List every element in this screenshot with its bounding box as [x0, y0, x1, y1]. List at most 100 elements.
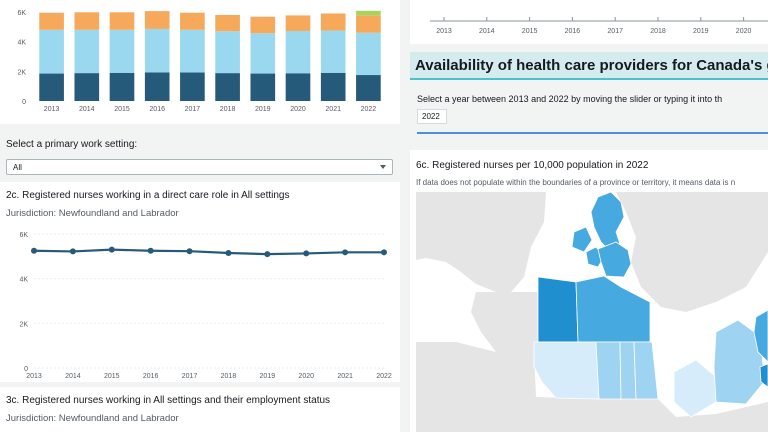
chart-subtitle: Jurisdiction: Newfoundland and Labrador	[6, 413, 179, 424]
x-tick-label: 2020	[736, 28, 752, 35]
data-point	[147, 247, 154, 254]
data-point	[69, 248, 76, 255]
map-region-yukon[interactable]	[537, 276, 579, 343]
x-tick-label: 2020	[290, 106, 306, 113]
x-tick-label: 2021	[337, 373, 353, 380]
year-instruction: Select a year between 2013 and 2022 by m…	[417, 94, 723, 104]
x-tick-label: 2018	[650, 28, 666, 35]
line-chart: 0 2K 4K 6K 2013 2014 2015 2016 2017 2018 2019 2020 2…	[19, 232, 392, 380]
bar-segment	[39, 12, 64, 30]
bar-segment	[285, 73, 311, 101]
x-tick-label: 2019	[693, 28, 709, 35]
x-tick-label: 2015	[114, 106, 130, 113]
x-tick-label: 2014	[65, 373, 81, 380]
bar-segment	[109, 12, 135, 30]
work-setting-select[interactable]: All	[6, 159, 393, 175]
bar-segment	[215, 31, 240, 74]
year-slider[interactable]	[417, 132, 768, 134]
chevron-down-icon	[380, 165, 386, 169]
x-tick-label: 2016	[149, 106, 165, 113]
bar-segment	[180, 12, 205, 30]
map-region-manitoba[interactable]	[633, 341, 659, 400]
x-tick-label: 2013	[44, 106, 60, 113]
section-title: Availability of health care providers fo…	[415, 57, 768, 74]
x-tick-label: 2018	[221, 373, 237, 380]
data-point	[225, 249, 232, 256]
data-point	[381, 249, 387, 256]
employment-status-chart-panel: 3c. Registered nurses working in All set…	[0, 387, 400, 432]
bar-segment	[215, 14, 240, 32]
data-point	[108, 246, 115, 253]
direct-care-chart-panel: 2c. Registered nurses working in a direc…	[0, 182, 400, 382]
map-region-saskatchewan[interactable]	[619, 341, 637, 400]
x-tick-label: 2015	[522, 28, 538, 35]
x-tick-label: 2018	[220, 106, 236, 113]
bar-segment	[356, 15, 381, 33]
bar-segment	[109, 29, 135, 73]
data-point	[264, 251, 271, 258]
map-region-alberta[interactable]	[595, 341, 622, 400]
series-line	[33, 248, 384, 256]
map-landmass	[416, 192, 546, 292]
bar-segment	[180, 29, 205, 73]
x-tick-label: 2013	[26, 373, 42, 380]
x-tick-label: 2021	[325, 106, 341, 113]
x-tick-label: 2014	[479, 28, 495, 35]
bar-segment	[39, 73, 64, 101]
x-tick-label: 2017	[185, 106, 201, 113]
bar-segment	[74, 29, 100, 74]
work-setting-label: Select a primary work setting:	[6, 139, 138, 150]
x-tick-label: 2014	[79, 106, 95, 113]
work-setting-filter: Select a primary work setting: All	[0, 130, 400, 180]
bar-segment	[285, 30, 311, 74]
chart-subtitle: Jurisdiction: Newfoundland and Labrador	[6, 208, 179, 219]
x-tick-label: 2015	[104, 373, 120, 380]
work-setting-value: All	[13, 163, 22, 172]
x-tick-label: 2017	[607, 28, 623, 35]
bar-segment	[144, 28, 170, 73]
x-tick-label: 2022	[376, 373, 392, 380]
map-region-newfoundland-and-labrador[interactable]	[759, 363, 768, 388]
chart-title: 2c. Registered nurses working in a direc…	[6, 190, 290, 201]
year-input[interactable]: 2022	[417, 109, 447, 124]
y-tick-label: 2K	[17, 69, 26, 76]
y-tick-label: 6K	[17, 10, 26, 17]
bar-segment	[320, 72, 346, 101]
bar-segment	[74, 73, 100, 101]
map-panel: 6c. Registered nurses per 10,000 populat…	[410, 150, 768, 432]
x-tick-label: 2019	[260, 373, 276, 380]
section-banner: Availability of health care providers fo…	[410, 52, 768, 80]
x-tick-label: 2016	[143, 373, 159, 380]
y-tick-label: 4K	[17, 40, 26, 47]
bar-segment	[144, 11, 170, 29]
x-tick-label: 2020	[298, 373, 314, 380]
map-region-quebec[interactable]	[713, 319, 765, 405]
section-header: Availability of health care providers fo…	[410, 52, 768, 140]
bar-segment	[39, 29, 64, 74]
bar-segment	[144, 72, 170, 101]
y-tick-label: 4K	[19, 277, 28, 284]
bar-segment	[250, 16, 276, 34]
bar-segment	[180, 72, 205, 101]
canada-map[interactable]	[416, 192, 768, 432]
map-note: If data does not populate within the bou…	[416, 178, 736, 187]
bar-segment	[74, 12, 100, 30]
bar-segment	[320, 13, 346, 31]
map-region-newfoundland-and-labrador[interactable]	[753, 309, 768, 363]
map-landmass	[616, 192, 768, 312]
bar-segment	[320, 30, 346, 73]
x-tick-label: 2017	[182, 373, 198, 380]
data-point	[31, 247, 37, 254]
data-point	[342, 249, 349, 256]
stacked-bar-chart-panel: 0 2K 4K 6K 2013 2014 2015 2016 2017 2018 2019 2020 2…	[0, 0, 400, 124]
previous-chart-axis: 2013 2014 2015 2016 2017 2018 2019 2020	[430, 17, 768, 35]
map-landmass	[416, 342, 768, 432]
bar-segment	[356, 75, 381, 101]
previous-chart-axis-panel: 2013 2014 2015 2016 2017 2018 2019 2020	[410, 0, 768, 44]
map-region-nunavut[interactable]	[597, 241, 632, 278]
x-tick-label: 2016	[565, 28, 581, 35]
bar-segment	[215, 73, 240, 101]
stacked-bar-chart: 0 2K 4K 6K 2013 2014 2015 2016 2017 2018 2019 2020 2…	[17, 10, 381, 113]
map-region-nunavut[interactable]	[571, 226, 593, 253]
x-tick-label: 2022	[361, 106, 377, 113]
